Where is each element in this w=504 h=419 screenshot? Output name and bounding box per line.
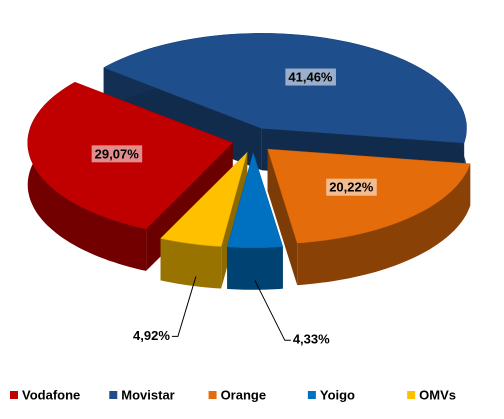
slice-tops	[27, 33, 471, 249]
slice	[160, 151, 248, 247]
slice-wall	[227, 246, 283, 290]
slice	[226, 151, 284, 249]
slice-wall	[297, 163, 471, 286]
legend-label: Orange	[221, 387, 267, 402]
value-label-bg	[326, 178, 377, 196]
leader-line	[254, 280, 291, 341]
value-label: 4,92%	[133, 328, 170, 343]
slice	[267, 148, 471, 244]
slice-side	[267, 149, 298, 286]
value-label: 41,46%	[288, 70, 333, 85]
legend-swatch	[10, 391, 18, 399]
slice-wall	[160, 238, 222, 289]
legend-label: OMVs	[419, 387, 456, 402]
legend-label: Vodafone	[22, 387, 80, 402]
value-label: 4,33%	[293, 332, 330, 347]
leader-line	[171, 276, 197, 337]
legend-swatch	[407, 391, 416, 399]
value-label: 29,07%	[95, 146, 140, 161]
value-label-bg	[91, 145, 143, 163]
value-label-bg	[285, 68, 336, 86]
legend-swatch	[208, 391, 217, 399]
slice	[103, 33, 467, 144]
legend-label: Movistar	[121, 387, 174, 402]
legend-swatch	[307, 391, 316, 399]
legend-swatch	[109, 391, 118, 399]
legend-label: Yoigo	[320, 387, 355, 402]
value-label: 20,22%	[329, 180, 374, 195]
